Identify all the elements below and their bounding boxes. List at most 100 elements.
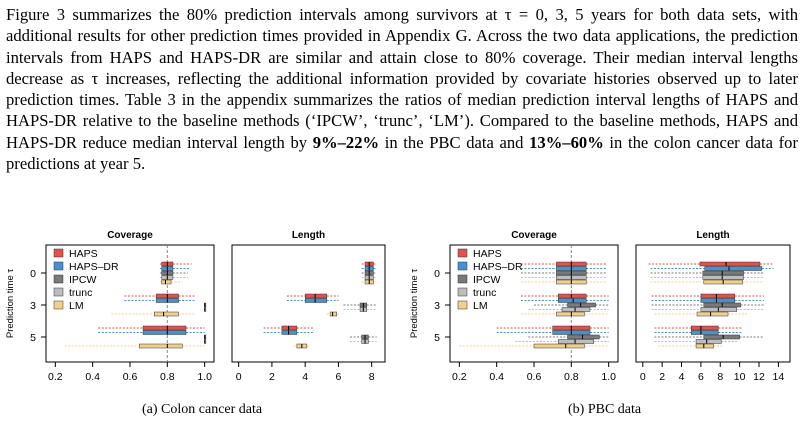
y-tick-label: 5 (30, 332, 36, 344)
x-tick-label: 0.8 (564, 371, 579, 383)
legend-swatch-haps (457, 248, 468, 258)
box-ipcw-tau-5 (654, 334, 764, 340)
panel-frame (231, 244, 386, 363)
legend-swatch-trunc (53, 287, 64, 297)
box-body (695, 339, 722, 344)
box-body (558, 293, 587, 299)
x-tick-label: 10 (734, 371, 746, 383)
box-haps-tau-5 (263, 325, 314, 331)
box-body (704, 266, 763, 271)
x-tick-label: 12 (753, 371, 765, 383)
x-tick-label: 14 (773, 371, 785, 383)
panel-frame (635, 244, 791, 363)
body-paragraph: Figure 3 summarizes the 80% prediction i… (6, 4, 798, 174)
box-haps-dr-tau-3 (651, 298, 764, 303)
box-body (567, 334, 600, 340)
box-body (281, 325, 298, 331)
box-body (699, 261, 761, 267)
box-ipcw-tau-0 (650, 270, 764, 276)
box-body (154, 311, 179, 317)
x-tick-label: 0.4 (489, 371, 504, 383)
box-trunc-tau-0 (520, 275, 607, 280)
box-body (696, 311, 729, 317)
box-lm-tau-3 (654, 311, 750, 317)
box-trunc-tau-3 (651, 307, 764, 312)
x-tick-label: 4 (679, 371, 685, 383)
y-axis-label: Prediction time τ (5, 269, 16, 338)
paragraph-bold-colon: 13%–60% (529, 132, 604, 152)
paragraph-part-3: in the colon cancer data for predictions… (6, 132, 798, 174)
box-body (700, 298, 736, 303)
legend-label-haps: HAPS (69, 248, 98, 260)
box-lm-tau-3 (326, 311, 341, 317)
box-lm-tau-5 (293, 343, 311, 349)
legend-swatch-ipcw (457, 274, 468, 284)
box-trunc-tau-0 (159, 275, 188, 280)
x-tick-label: 0 (236, 371, 242, 383)
x-tick-label: 0 (640, 371, 646, 383)
box-body (558, 339, 594, 344)
box-trunc-tau-5 (204, 339, 207, 344)
box-body (700, 293, 736, 299)
x-tick-label: 1.0 (601, 371, 616, 383)
legend-label-trunc: trunc (69, 287, 92, 299)
box-haps-dr-tau-3 (124, 298, 196, 303)
box-ipcw-tau-0 (520, 270, 607, 276)
x-tick-label: 0.8 (160, 371, 175, 383)
box-ipcw-tau-3 (204, 302, 207, 308)
y-tick-label: 0 (434, 268, 440, 280)
x-tick-label: 0.6 (123, 371, 138, 383)
legend-label-haps-dr: HAPS–DR (473, 261, 523, 273)
box-haps-dr-tau-0 (159, 266, 190, 271)
paragraph-part-1: Figure 3 summarizes the 80% prediction i… (6, 5, 798, 152)
paragraph-text: Figure 3 summarizes the 80% prediction i… (6, 4, 798, 174)
x-tick-label: 6 (698, 371, 704, 383)
box-ipcw-tau-0 (361, 270, 377, 276)
chart-panel-4: Length 0 2 4 6 8 10 12 14 (635, 230, 791, 383)
box-body (329, 311, 338, 317)
box-haps-dr-tau-0 (361, 266, 377, 271)
y-tick-label: 0 (30, 268, 36, 280)
box-trunc-tau-5 (515, 339, 609, 344)
box-trunc-tau-5 (350, 339, 377, 344)
box-body (161, 279, 172, 285)
box-haps-dr-tau-5 (654, 330, 742, 335)
legend-label-trunc: trunc (473, 287, 496, 299)
panel-title: Coverage (511, 230, 557, 241)
box-haps-dr-tau-5 (496, 330, 609, 335)
chart-panel-1: Coverage 0.2 0.4 0.6 0.8 1.0 0 3 5 Prediction tim… (5, 230, 215, 383)
panel-title: Coverage (107, 230, 153, 241)
box-ipcw-tau-5 (204, 334, 207, 340)
paragraph-part-2: in the PBC data and (379, 132, 530, 152)
box-body (690, 325, 719, 331)
y-tick-label: 5 (434, 332, 440, 344)
box-body (556, 311, 585, 317)
x-tick-label: 0.4 (85, 371, 100, 383)
box-lm-tau-0 (361, 279, 377, 285)
box-haps-tau-3 (520, 293, 609, 299)
legend-label-lm: LM (69, 300, 84, 312)
box-ipcw-tau-3 (651, 302, 764, 308)
panel-title: Length (292, 230, 325, 241)
legend-label-haps: HAPS (473, 248, 502, 260)
paragraph-bold-pbc: 9%–22% (312, 132, 380, 152)
legend-swatch-haps (53, 248, 64, 258)
x-tick-label: 4 (302, 371, 308, 383)
box-haps-tau-3 (124, 293, 196, 299)
chart-panel-2: Length 0 2 4 6 8 (231, 230, 386, 383)
x-tick-label: 8 (717, 371, 723, 383)
box-haps-tau-3 (286, 293, 339, 299)
box-body (702, 270, 744, 276)
box-body (281, 330, 298, 335)
box-haps-tau-5 (98, 325, 205, 331)
box-trunc-tau-0 (361, 275, 377, 280)
x-tick-label: 2 (659, 371, 665, 383)
box-lm-tau-0 (520, 279, 607, 285)
box-ipcw-tau-3 (534, 302, 609, 308)
legend-swatch-lm (457, 300, 468, 310)
box-trunc-tau-3 (204, 307, 207, 312)
box-haps-dr-tau-0 (520, 266, 607, 271)
box-haps-dr-tau-3 (520, 298, 609, 303)
box-haps-tau-0 (648, 261, 774, 267)
box-body (561, 307, 591, 312)
